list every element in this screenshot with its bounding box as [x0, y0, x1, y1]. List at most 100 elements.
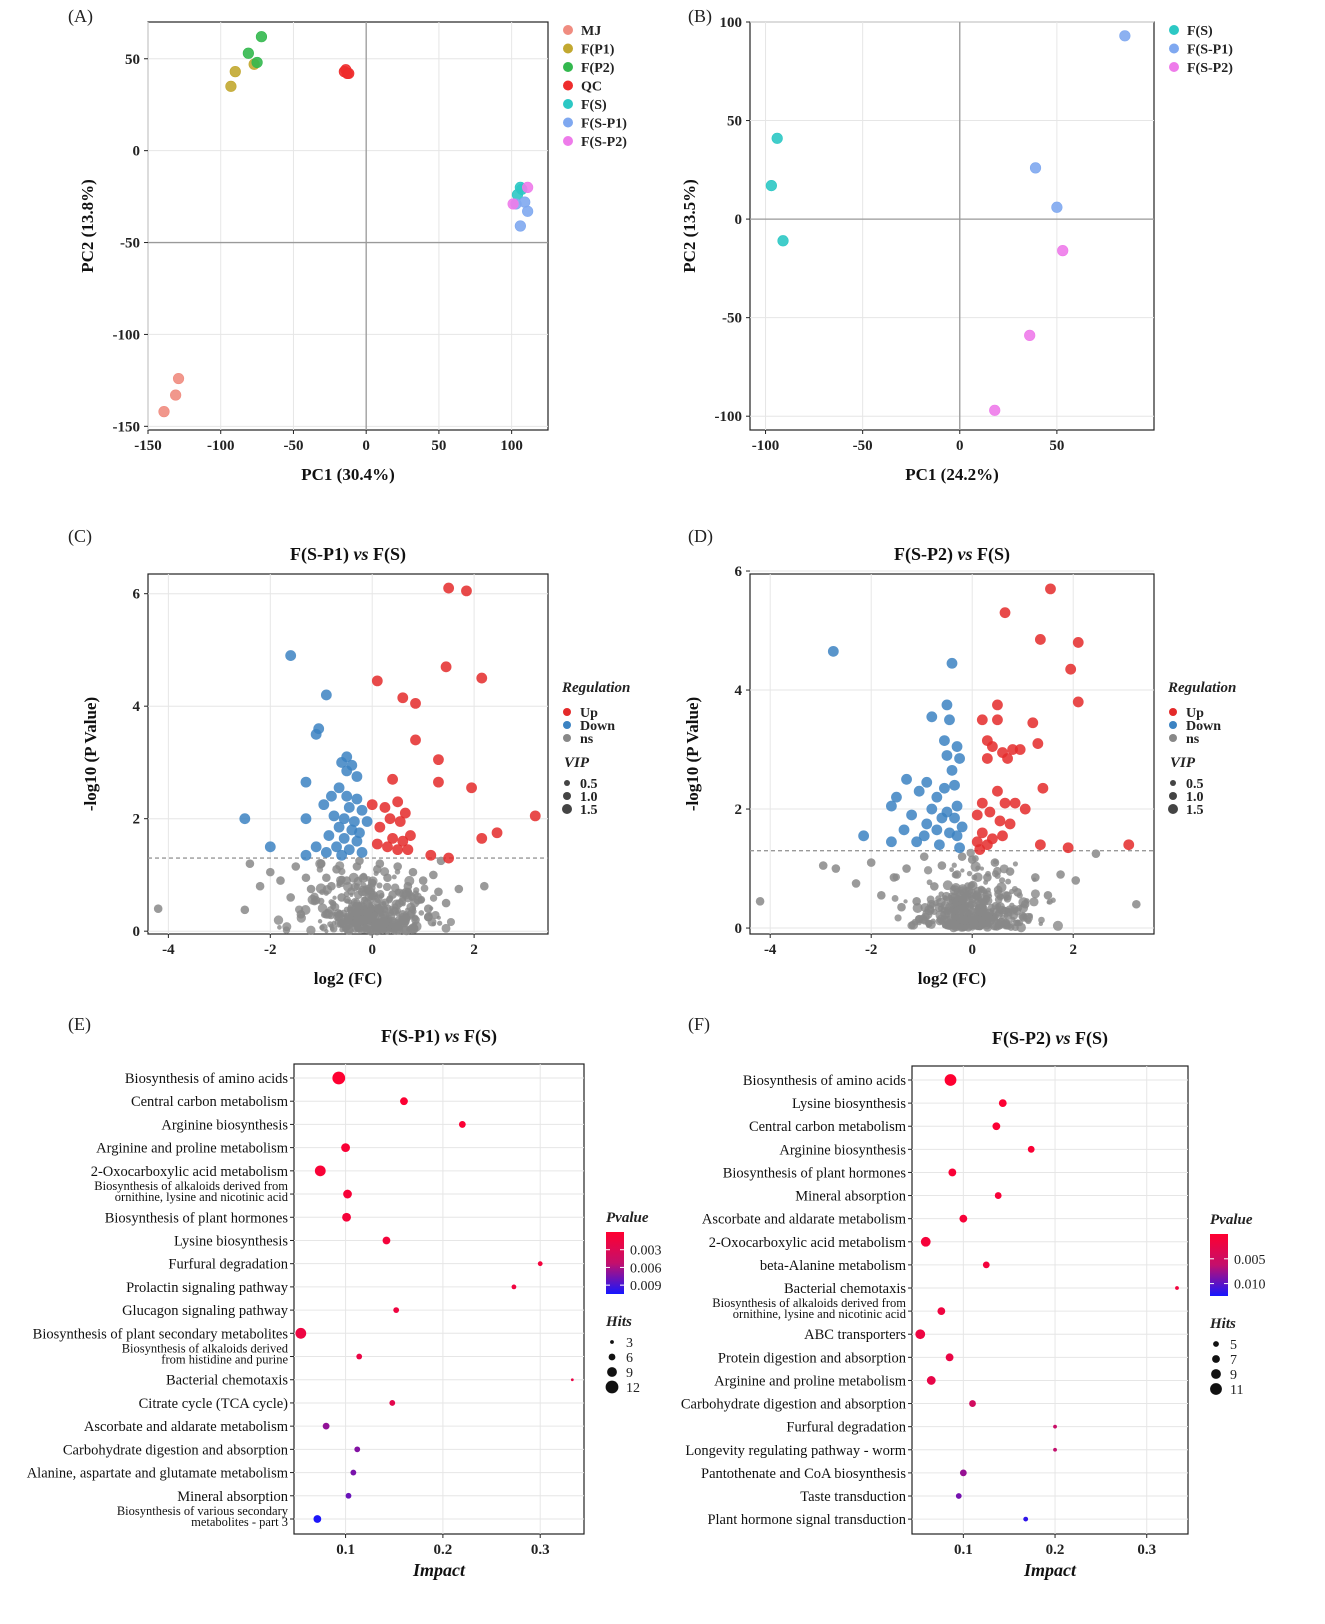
pathway-label: Biosynthesis of alkaloids derived from — [712, 1296, 906, 1310]
volcano-point-up — [392, 844, 404, 856]
legend-regulation-key — [1169, 721, 1177, 729]
volcano-point-down — [300, 813, 312, 825]
legend-key — [1169, 25, 1179, 35]
y-axis-label: PC2 (13.8%) — [78, 179, 97, 272]
panel-title: F(S-P2) vs F(S) — [992, 1028, 1108, 1049]
volcano-point-ns — [454, 884, 464, 894]
pathway-bubble — [400, 1097, 408, 1106]
volcano-point-down — [931, 824, 943, 836]
plot-frame-F — [911, 1065, 1189, 1535]
pathway-bubble — [1023, 1516, 1029, 1522]
legend-regulation-key — [563, 721, 571, 729]
volcano-point-up — [1034, 839, 1046, 851]
legend-regulation-key — [1169, 708, 1177, 716]
volcano-point-ns — [912, 896, 921, 906]
panel-B: (B) -100 -50 0 50 -100 -50 0 50 100 PC1 (24.2%) PC2… — [680, 6, 1233, 484]
point-F(S) — [777, 235, 789, 247]
pathway-bubble — [926, 1376, 936, 1385]
pathway-label: Plant hormone signal transduction — [707, 1512, 906, 1528]
volcano-point-down — [310, 728, 322, 740]
volcano-point-down — [911, 836, 923, 848]
point-F(P2) — [242, 47, 254, 59]
pathway-label: 2-Oxocarboxylic acid metabolism — [91, 1164, 289, 1180]
volcano-point-ns — [965, 916, 971, 923]
volcano-point-ns — [997, 922, 1005, 929]
legend-hits-label: 9 — [1230, 1368, 1237, 1383]
x-axis-label: PC1 (24.2%) — [905, 465, 998, 484]
pathway-bubble — [389, 1400, 396, 1406]
legend-vip-key — [562, 804, 572, 814]
volcano-point-down — [827, 645, 839, 657]
volcano-point-ns — [376, 882, 383, 889]
volcano-point-ns — [1012, 919, 1020, 927]
volcano-point-ns — [1030, 889, 1040, 899]
legend-pvalue-title: Pvalue — [1210, 1212, 1253, 1228]
pathway-label: Ascorbate and aldarate metabolism — [702, 1212, 907, 1228]
pathway-bubble — [992, 1122, 1001, 1131]
panel-C: (C) F(S-P1) vs F(S) -4 -2 0 2 0 2 4 6 log2 (FC) -lo… — [68, 526, 630, 988]
legend-regulation-label: Down — [580, 719, 615, 734]
legend-hits-key — [607, 1367, 617, 1377]
volcano-point-up — [382, 841, 393, 853]
point-F(S-P2) — [989, 404, 1001, 416]
x-tick-label: 0 — [362, 438, 370, 454]
colorbar-label: 0.006 — [630, 1261, 662, 1276]
volcano-point-down — [933, 839, 945, 851]
volcano-point-up — [371, 838, 383, 850]
volcano-point-ns — [311, 895, 321, 905]
volcano-point-down — [300, 776, 312, 788]
volcano-point-ns — [877, 891, 886, 900]
volcano-point-ns — [405, 907, 410, 913]
y-tick-label: -50 — [120, 236, 140, 252]
panel-title: F(S-P2) vs F(S) — [894, 544, 1010, 565]
volcano-point-ns — [1046, 898, 1053, 905]
volcano-point-ns — [952, 899, 960, 907]
legend-label: MJ — [581, 24, 601, 39]
pathway-bubble — [458, 1121, 466, 1128]
volcano-point-up — [425, 849, 437, 861]
pathway-label: Arginine biosynthesis — [779, 1142, 906, 1158]
pathway-label: Bacterial chemotaxis — [166, 1373, 288, 1389]
panel-title: F(S-P1) vs F(S) — [290, 544, 406, 565]
volcano-point-ns — [971, 922, 977, 928]
title-left: F(S-P2) — [894, 544, 957, 565]
volcano-point-ns — [327, 881, 336, 891]
pathway-label: Longevity regulating pathway - worm — [685, 1443, 906, 1459]
pathway-label: Central carbon metabolism — [131, 1094, 289, 1110]
volcano-point-ns — [418, 876, 428, 885]
volcano-point-ns — [480, 881, 489, 891]
title-vs: vs — [444, 1026, 459, 1046]
legend-pvalue-title: Pvalue — [606, 1210, 649, 1226]
y-tick-label: -100 — [113, 327, 141, 343]
legend-vip-key — [1169, 792, 1177, 800]
volcano-point-ns — [255, 881, 265, 891]
pathway-label: Biosynthesis of amino acids — [125, 1071, 288, 1087]
volcano-point-ns — [370, 921, 380, 930]
y-tick-label: 4 — [133, 699, 141, 715]
volcano-point-down — [886, 836, 897, 848]
volcano-point-ns — [441, 923, 451, 933]
volcano-point-up — [433, 754, 444, 766]
volcano-point-down — [941, 750, 953, 761]
volcano-point-ns — [434, 887, 443, 897]
point-QC — [343, 67, 355, 80]
volcano-point-down — [951, 741, 963, 752]
pathway-label: ABC transporters — [804, 1327, 906, 1343]
volcano-point-ns — [411, 915, 420, 925]
pathway-bubble — [356, 1353, 363, 1360]
point-MJ — [170, 389, 182, 401]
volcano-point-up — [971, 809, 983, 821]
legend-hits-key — [608, 1353, 616, 1361]
legend-vip-key — [563, 792, 571, 800]
legend-hits-label: 3 — [626, 1336, 633, 1351]
title-left: F(S-P1) — [381, 1026, 444, 1047]
volcano-point-down — [356, 804, 368, 816]
volcano-point-ns — [903, 899, 908, 904]
volcano-point-ns — [1020, 899, 1030, 909]
x-tick-label: 100 — [500, 438, 523, 454]
volcano-point-up — [976, 827, 988, 839]
volcano-point-down — [926, 803, 938, 815]
volcano-point-down — [946, 657, 958, 669]
pathway-bubble — [354, 1446, 361, 1453]
volcano-point-up — [992, 699, 1003, 711]
